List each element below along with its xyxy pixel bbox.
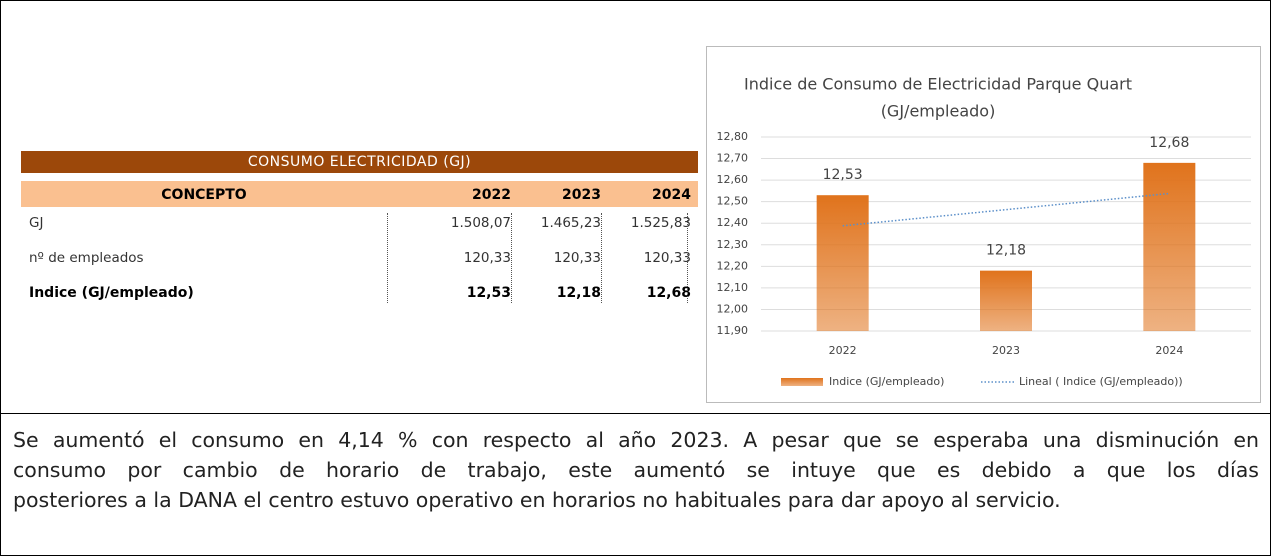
y-tick-label: 12,50 xyxy=(717,195,749,208)
chart: Indice de Consumo de Electricidad Parque… xyxy=(706,46,1261,403)
header-cell: 2023 xyxy=(562,187,601,203)
paragraph: Se aumentó el consumo en 4,14 % con resp… xyxy=(13,425,1259,515)
legend-label: Lineal ( Indice (GJ/empleado)) xyxy=(1019,375,1183,388)
table-row: Indice (GJ/empleado) 12,53 12,18 12,68 xyxy=(21,281,698,305)
header-cell: 2022 xyxy=(472,187,511,203)
chart-title: Indice de Consumo de Electricidad Parque… xyxy=(744,75,1132,94)
bar xyxy=(816,195,869,331)
y-tick-label: 12,60 xyxy=(717,173,749,186)
data-label: 12,68 xyxy=(1149,135,1189,151)
table-cell: 12,53 xyxy=(466,285,511,301)
table-cell: 12,68 xyxy=(646,285,691,301)
table-cell: 120,33 xyxy=(643,250,691,266)
y-tick-label: 12,70 xyxy=(717,152,749,165)
bar xyxy=(980,270,1032,331)
paragraph-line: consumo por cambio de horario de trabajo… xyxy=(13,458,1259,482)
paragraph-line: posteriores a la DANA el centro estuvo o… xyxy=(13,488,1061,512)
table-row: nº de empleados 120,33 120,33 120,33 xyxy=(21,246,698,270)
data-label: 12,53 xyxy=(823,167,863,183)
data-label: 12,18 xyxy=(986,243,1026,259)
divider xyxy=(511,213,512,303)
y-tick-label: 12,30 xyxy=(717,238,749,251)
separator xyxy=(1,413,1270,414)
table-cell: 1.508,07 xyxy=(450,215,511,231)
table-cell: Indice (GJ/empleado) xyxy=(29,285,194,301)
divider xyxy=(387,213,388,303)
table-title: CONSUMO ELECTRICIDAD (GJ) xyxy=(21,151,698,173)
y-tick-label: 11,90 xyxy=(717,324,749,337)
y-tick-label: 12,00 xyxy=(717,302,749,315)
table-row: GJ 1.508,07 1.465,23 1.525,83 xyxy=(21,211,698,235)
divider xyxy=(601,213,602,303)
table-cell: 12,18 xyxy=(556,285,601,301)
table-cell: 120,33 xyxy=(553,250,601,266)
x-tick-label: 2022 xyxy=(829,344,857,357)
table-cell: GJ xyxy=(29,215,44,231)
legend-swatch xyxy=(781,378,823,386)
table-cell: 120,33 xyxy=(463,250,511,266)
header-cell: 2024 xyxy=(652,187,691,203)
bar xyxy=(1143,162,1196,331)
table-header: CONCEPTO 2022 2023 2024 xyxy=(21,181,698,207)
table-cell: nº de empleados xyxy=(29,250,144,266)
x-tick-label: 2023 xyxy=(992,344,1020,357)
y-tick-label: 12,10 xyxy=(717,281,749,294)
y-tick-label: 12,20 xyxy=(717,259,749,272)
divider xyxy=(687,213,688,303)
trend-line xyxy=(842,192,1170,227)
chart-title: (GJ/empleado) xyxy=(881,102,996,121)
y-tick-label: 12,80 xyxy=(717,130,749,143)
header-cell: CONCEPTO xyxy=(161,187,247,203)
x-tick-label: 2024 xyxy=(1155,344,1183,357)
table-cell: 1.465,23 xyxy=(540,215,601,231)
legend-label: Indice (GJ/empleado) xyxy=(829,375,944,388)
y-tick-label: 12,40 xyxy=(717,216,749,229)
paragraph-line: Se aumentó el consumo en 4,14 % con resp… xyxy=(13,428,1259,452)
table-cell: 1.525,83 xyxy=(630,215,691,231)
